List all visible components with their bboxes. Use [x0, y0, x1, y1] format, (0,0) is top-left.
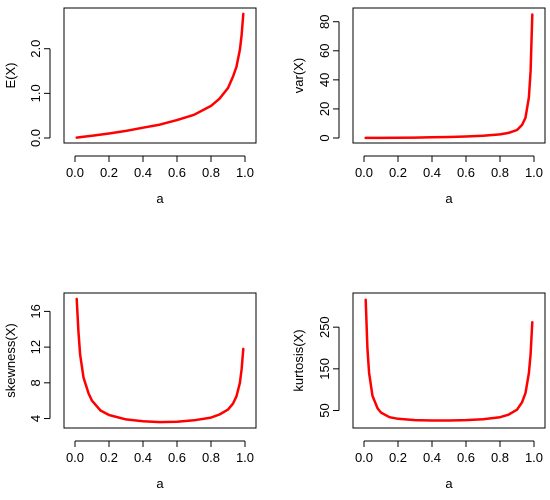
- y-axis-label: var(X): [291, 58, 306, 93]
- y-axis-label: kurtosis(X): [291, 329, 306, 391]
- y-tick-label: 50: [317, 403, 332, 417]
- x-tick-label: 0.2: [100, 450, 118, 465]
- x-axis-label: a: [156, 191, 164, 206]
- y-tick-label: 0: [317, 134, 332, 141]
- x-tick-label: 0.0: [66, 165, 84, 180]
- y-tick-label: 80: [317, 14, 332, 28]
- x-tick-label: 0.6: [168, 165, 186, 180]
- series-line: [364, 298, 534, 422]
- x-tick-label: 0.2: [389, 165, 407, 180]
- y-tick-label: 250: [317, 316, 332, 338]
- y-tick-label: 16: [28, 304, 43, 318]
- chart-panel-3: 0.0 0.2 0.4 0.6 0.8 1.0 4 8 12 16 a skewness(X): [3, 292, 257, 491]
- plot-frame: [352, 7, 546, 144]
- y-axis-label: skewness(X): [3, 323, 18, 397]
- y-tick-label: 0.0: [28, 129, 43, 147]
- y-tick-label: 12: [28, 340, 43, 354]
- x-tick-label: 0.8: [202, 450, 220, 465]
- x-tick-label: 0.6: [168, 450, 186, 465]
- x-tick-label: 0.2: [389, 450, 407, 465]
- series-line: [75, 297, 245, 424]
- y-tick-label: 8: [28, 379, 43, 386]
- y-tick-label: 150: [317, 358, 332, 380]
- x-axis-label: a: [156, 476, 164, 491]
- y-tick-label: 20: [317, 102, 332, 116]
- y-tick-label: 60: [317, 44, 332, 58]
- series-line: [364, 13, 534, 140]
- x-tick-label: 1.0: [525, 450, 543, 465]
- y-tick-label: 2.0: [28, 40, 43, 58]
- x-tick-label: 0.8: [491, 165, 509, 180]
- y-tick-label: 4: [28, 415, 43, 422]
- plot-frame: [63, 292, 257, 429]
- x-tick-label: 0.0: [355, 450, 373, 465]
- x-axis-label: a: [445, 476, 453, 491]
- series-line: [75, 12, 245, 139]
- x-tick-label: 1.0: [525, 165, 543, 180]
- y-tick-label: 1.0: [28, 84, 43, 102]
- x-tick-label: 0.0: [66, 450, 84, 465]
- x-tick-label: 1.0: [236, 450, 254, 465]
- chart-panel-2: 0.0 0.2 0.4 0.6 0.8 1.0 0 20 40 60 80 a var(X): [291, 7, 546, 206]
- plot-frame: [63, 7, 257, 144]
- x-tick-label: 1.0: [236, 165, 254, 180]
- x-tick-label: 0.8: [202, 165, 220, 180]
- x-tick-label: 0.2: [100, 165, 118, 180]
- x-tick-label: 0.6: [457, 450, 475, 465]
- y-axis-label: E(X): [3, 63, 18, 89]
- x-tick-label: 0.8: [491, 450, 509, 465]
- x-tick-label: 0.4: [423, 450, 441, 465]
- plot-frame: [352, 292, 546, 429]
- x-tick-label: 0.6: [457, 165, 475, 180]
- chart-panel-4: 0.0 0.2 0.4 0.6 0.8 1.0 50 150 250 a kurtosis(X): [291, 292, 546, 491]
- x-tick-label: 0.4: [423, 165, 441, 180]
- x-axis-label: a: [445, 191, 453, 206]
- x-tick-label: 0.0: [355, 165, 373, 180]
- x-tick-label: 0.4: [134, 450, 152, 465]
- y-tick-label: 40: [317, 73, 332, 87]
- x-tick-label: 0.4: [134, 165, 152, 180]
- chart-panel-1: 0.0 0.2 0.4 0.6 0.8 1.0 0.0 1.0 2.0 a E(X): [3, 7, 257, 206]
